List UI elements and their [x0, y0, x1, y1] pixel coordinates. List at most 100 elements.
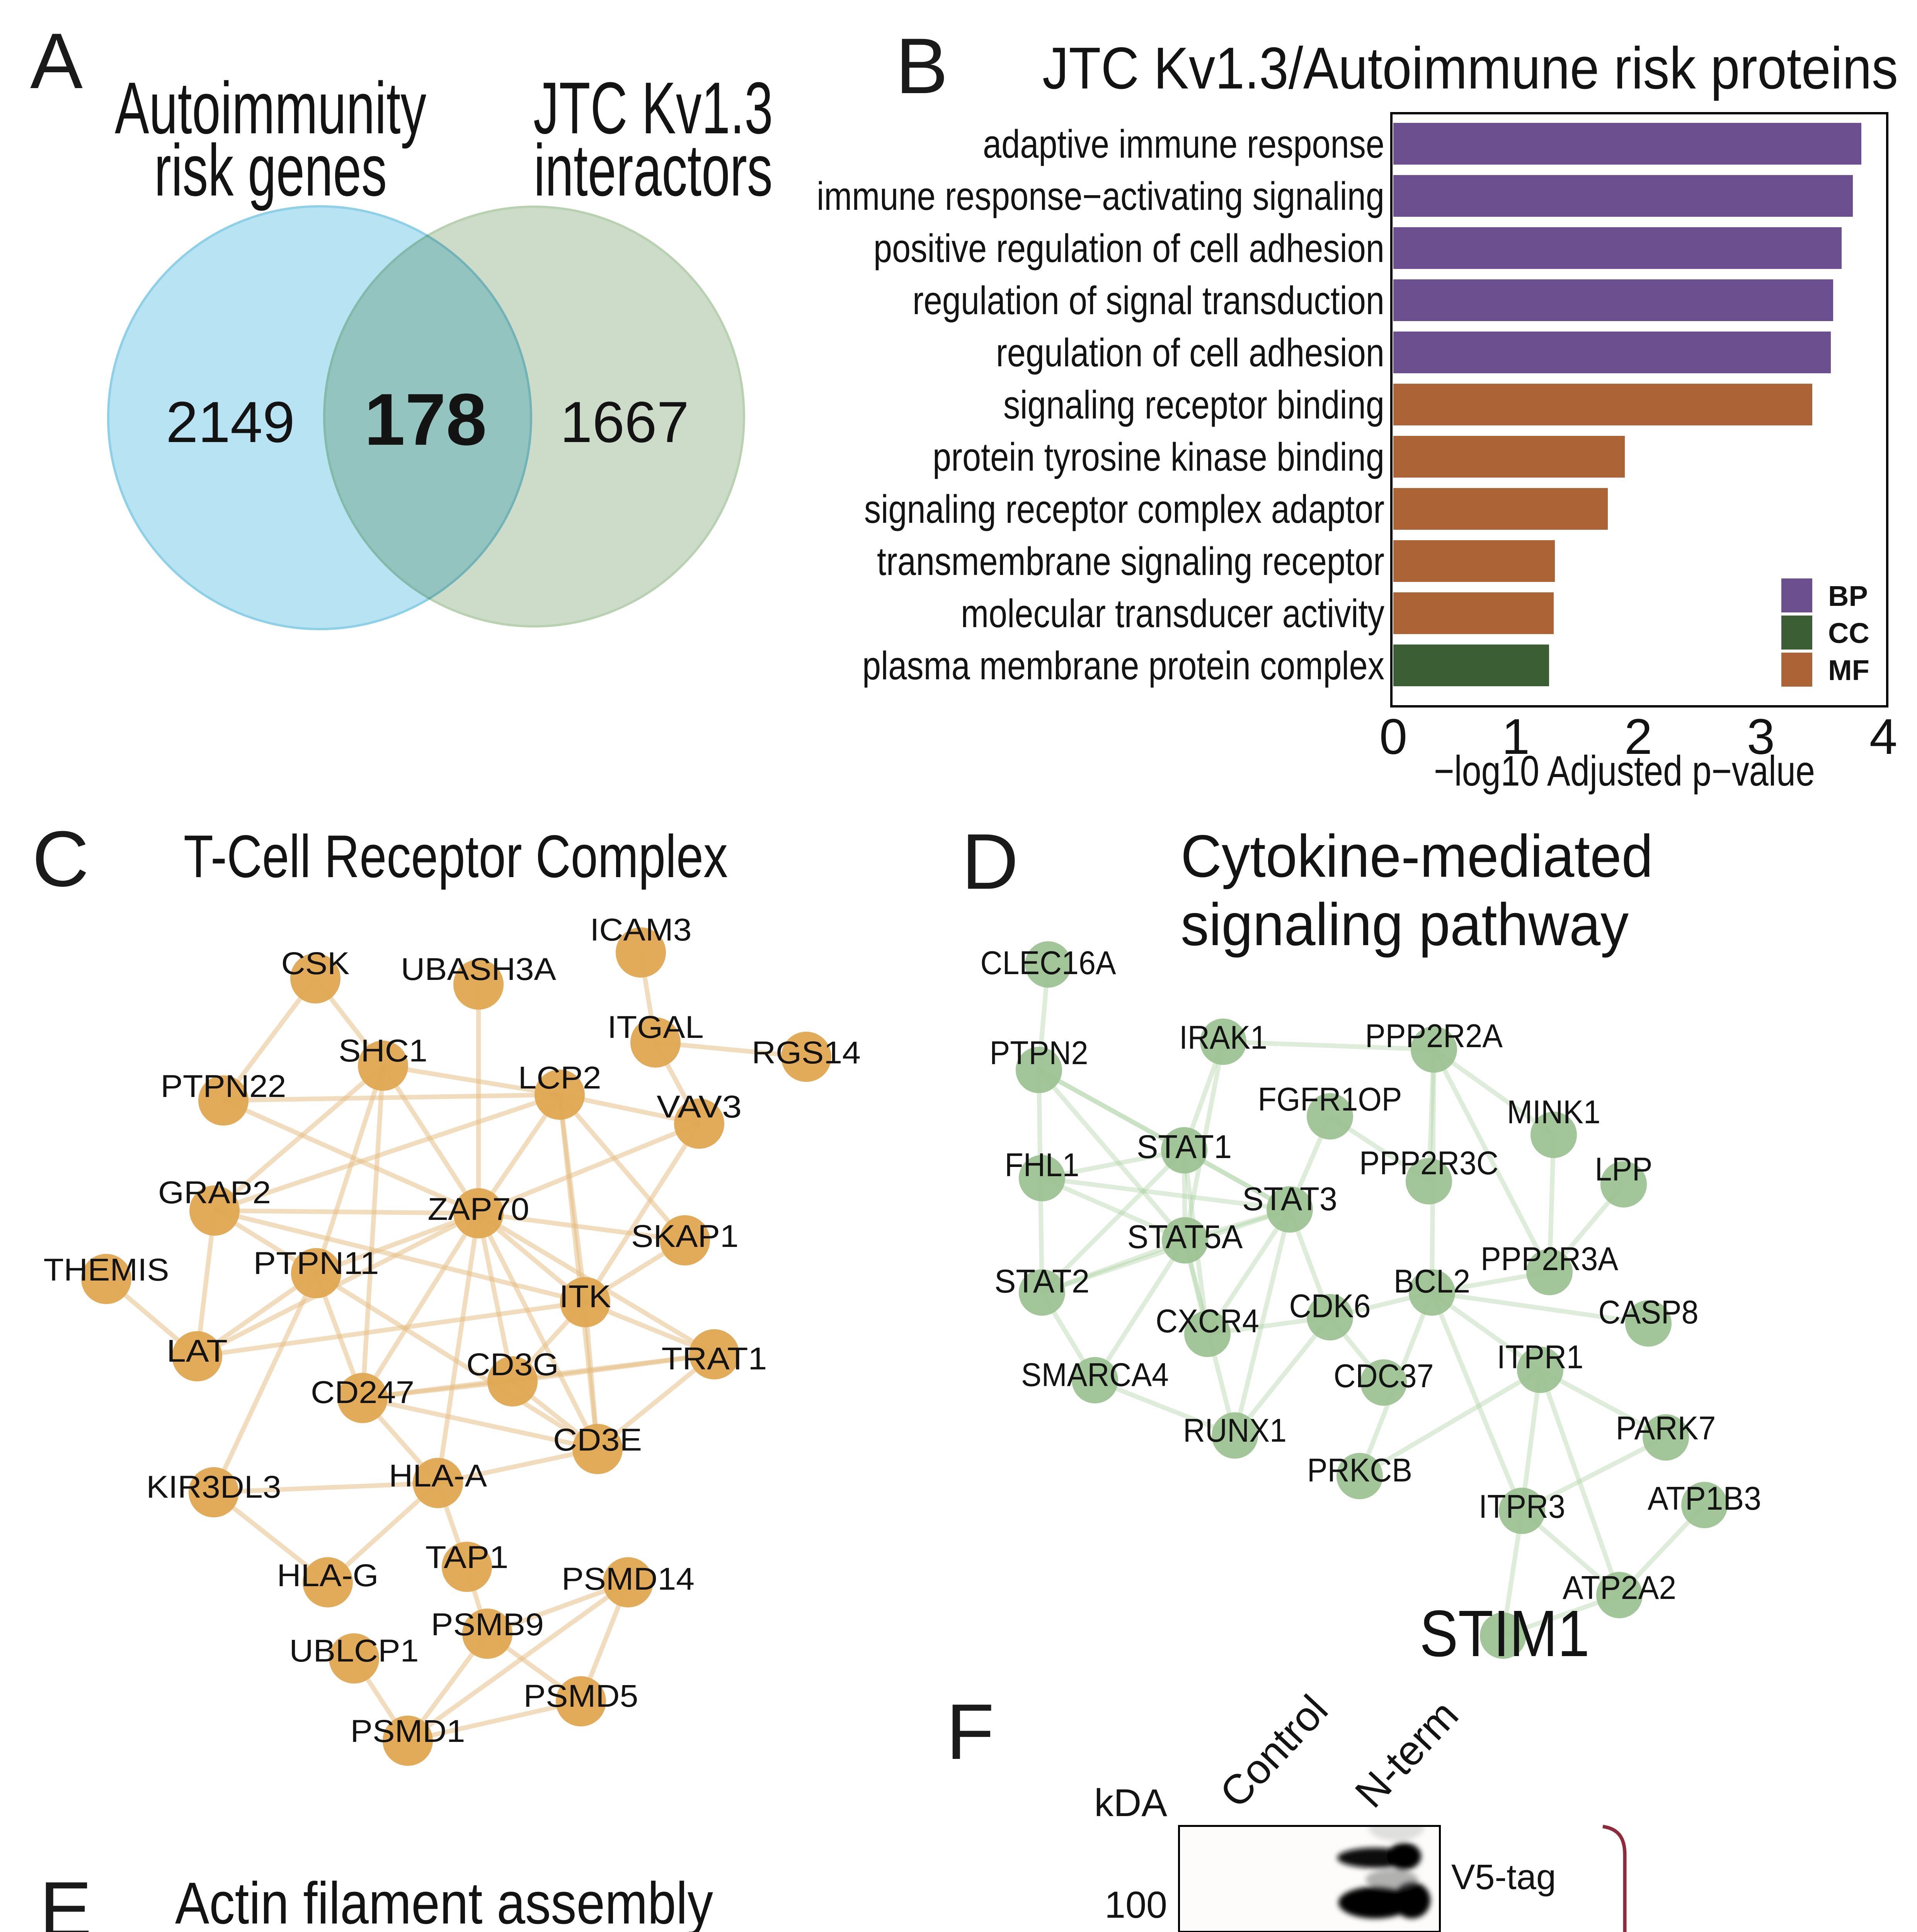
svg-text:V5-tag: V5-tag: [1451, 1857, 1556, 1897]
svg-text:BCL2: BCL2: [1394, 1263, 1470, 1300]
svg-text:FHL1: FHL1: [1005, 1147, 1079, 1184]
svg-text:VAV3: VAV3: [657, 1089, 742, 1124]
svg-text:PARK7: PARK7: [1616, 1410, 1716, 1447]
svg-text:2: 2: [1624, 708, 1652, 765]
svg-text:CD247: CD247: [311, 1375, 414, 1410]
svg-text:HLA-A: HLA-A: [389, 1458, 487, 1493]
svg-text:immune response−activating sig: immune response−activating signaling: [817, 174, 1384, 218]
svg-text:CSK: CSK: [281, 946, 350, 981]
svg-text:PPP2R3C: PPP2R3C: [1359, 1145, 1498, 1182]
svg-text:178: 178: [364, 379, 487, 461]
svg-text:RUNX1: RUNX1: [1183, 1412, 1287, 1449]
svg-text:ITPR3: ITPR3: [1479, 1488, 1565, 1525]
svg-text:FGFR1OP: FGFR1OP: [1258, 1081, 1402, 1118]
svg-text:B: B: [896, 22, 948, 110]
svg-text:C: C: [32, 815, 89, 903]
svg-text:LCP2: LCP2: [518, 1060, 601, 1095]
svg-text:GRAP2: GRAP2: [158, 1175, 271, 1210]
svg-text:F: F: [946, 1688, 994, 1776]
svg-text:signaling pathway: signaling pathway: [1181, 891, 1629, 958]
svg-text:SKAP1: SKAP1: [631, 1219, 739, 1254]
svg-text:A: A: [30, 17, 83, 105]
svg-text:CD3E: CD3E: [553, 1422, 642, 1458]
svg-text:CDC37: CDC37: [1334, 1358, 1434, 1395]
svg-text:PTPN11: PTPN11: [254, 1246, 379, 1281]
svg-text:CLEC16A: CLEC16A: [981, 945, 1116, 981]
svg-text:E: E: [39, 1866, 92, 1932]
svg-text:N-term: N-term: [1346, 1691, 1467, 1816]
svg-text:plasma membrane protein comple: plasma membrane protein complex: [862, 643, 1384, 688]
svg-text:THEMIS: THEMIS: [44, 1252, 169, 1287]
svg-text:ITPR1: ITPR1: [1497, 1339, 1583, 1376]
svg-text:transmembrane signaling recept: transmembrane signaling receptor: [877, 539, 1384, 583]
svg-text:CDK6: CDK6: [1289, 1288, 1371, 1325]
svg-text:SMARCA4: SMARCA4: [1021, 1357, 1169, 1393]
svg-text:Control: Control: [1210, 1686, 1336, 1816]
svg-text:LAT: LAT: [167, 1333, 228, 1369]
svg-text:IRAK1: IRAK1: [1179, 1019, 1267, 1056]
svg-text:HLA-G: HLA-G: [277, 1558, 379, 1593]
svg-text:2149: 2149: [166, 389, 295, 454]
svg-text:BP: BP: [1828, 580, 1868, 612]
svg-text:protein tyrosine kinase bindin: protein tyrosine kinase binding: [933, 435, 1384, 479]
svg-text:PTPN22: PTPN22: [161, 1069, 286, 1104]
svg-text:PSMB9: PSMB9: [431, 1607, 544, 1642]
svg-text:CC: CC: [1828, 617, 1869, 649]
svg-text:CASP8: CASP8: [1599, 1294, 1699, 1331]
svg-text:ITGAL: ITGAL: [608, 1010, 704, 1045]
svg-text:JTC Kv1.3/Autoimmune risk prot: JTC Kv1.3/Autoimmune risk proteins: [1042, 35, 1898, 101]
svg-text:ZAP70: ZAP70: [428, 1192, 529, 1227]
svg-text:regulation of cell adhesion: regulation of cell adhesion: [996, 330, 1384, 375]
svg-text:Cytokine-mediated: Cytokine-mediated: [1181, 823, 1653, 889]
svg-text:PPP2R3A: PPP2R3A: [1481, 1241, 1618, 1277]
svg-text:UBLCP1: UBLCP1: [289, 1633, 419, 1668]
svg-text:signaling receptor complex ada: signaling receptor complex adaptor: [864, 487, 1384, 531]
svg-text:4: 4: [1869, 708, 1897, 765]
svg-text:RGS14: RGS14: [752, 1035, 861, 1070]
svg-text:SHC1: SHC1: [339, 1033, 427, 1068]
svg-text:3: 3: [1747, 708, 1775, 765]
svg-text:MINK1: MINK1: [1507, 1094, 1600, 1131]
svg-text:molecular transducer activity: molecular transducer activity: [961, 591, 1384, 636]
svg-text:100: 100: [1105, 1884, 1167, 1926]
svg-text:PSMD5: PSMD5: [524, 1679, 638, 1714]
svg-text:JTC Kv1.3: JTC Kv1.3: [533, 67, 773, 149]
svg-text:ITK: ITK: [559, 1279, 611, 1314]
svg-text:positive regulation of cell ad: positive regulation of cell adhesion: [873, 226, 1384, 270]
svg-text:CXCR4: CXCR4: [1156, 1303, 1259, 1340]
svg-text:adaptive immune response: adaptive immune response: [983, 122, 1384, 166]
svg-text:regulation of signal transduct: regulation of signal transduction: [913, 278, 1384, 323]
svg-text:MF: MF: [1828, 654, 1869, 686]
svg-text:CD3G: CD3G: [466, 1347, 559, 1382]
svg-text:LPP: LPP: [1595, 1151, 1653, 1188]
svg-text:1667: 1667: [560, 389, 689, 454]
svg-text:PSMD14: PSMD14: [562, 1561, 695, 1597]
svg-text:ICAM3: ICAM3: [590, 912, 692, 947]
svg-text:PRKCB: PRKCB: [1307, 1452, 1412, 1489]
svg-text:STAT3: STAT3: [1242, 1181, 1337, 1218]
svg-text:ATP2A2: ATP2A2: [1563, 1570, 1676, 1606]
svg-text:risk genes: risk genes: [154, 129, 387, 211]
svg-text:interactors: interactors: [534, 129, 773, 211]
svg-text:ATP1B3: ATP1B3: [1648, 1480, 1761, 1517]
svg-text:STAT5A: STAT5A: [1127, 1219, 1243, 1255]
svg-text:−log10 Adjusted p−value: −log10 Adjusted p−value: [1434, 747, 1815, 795]
svg-text:1: 1: [1502, 708, 1530, 765]
svg-text:KIR3DL3: KIR3DL3: [146, 1469, 281, 1505]
svg-text:Actin filament assembly: Actin filament assembly: [175, 1870, 713, 1932]
svg-text:0: 0: [1379, 708, 1407, 765]
svg-text:STAT2: STAT2: [994, 1263, 1090, 1300]
svg-text:TAP1: TAP1: [426, 1540, 509, 1575]
svg-text:STIM1: STIM1: [1420, 1597, 1590, 1670]
svg-text:D: D: [962, 818, 1018, 906]
svg-text:PTPN2: PTPN2: [990, 1035, 1088, 1071]
svg-text:STAT1: STAT1: [1137, 1129, 1232, 1165]
svg-text:PSMD1: PSMD1: [351, 1714, 465, 1749]
svg-text:UBASH3A: UBASH3A: [401, 952, 556, 987]
svg-text:Autoimmunity: Autoimmunity: [115, 67, 426, 149]
svg-text:signaling receptor binding: signaling receptor binding: [1003, 383, 1384, 427]
svg-text:kDA: kDA: [1094, 1781, 1167, 1825]
svg-text:T-Cell Receptor Complex: T-Cell Receptor Complex: [184, 823, 728, 890]
svg-text:PPP2R2A: PPP2R2A: [1365, 1018, 1503, 1054]
svg-text:TRAT1: TRAT1: [662, 1341, 767, 1376]
